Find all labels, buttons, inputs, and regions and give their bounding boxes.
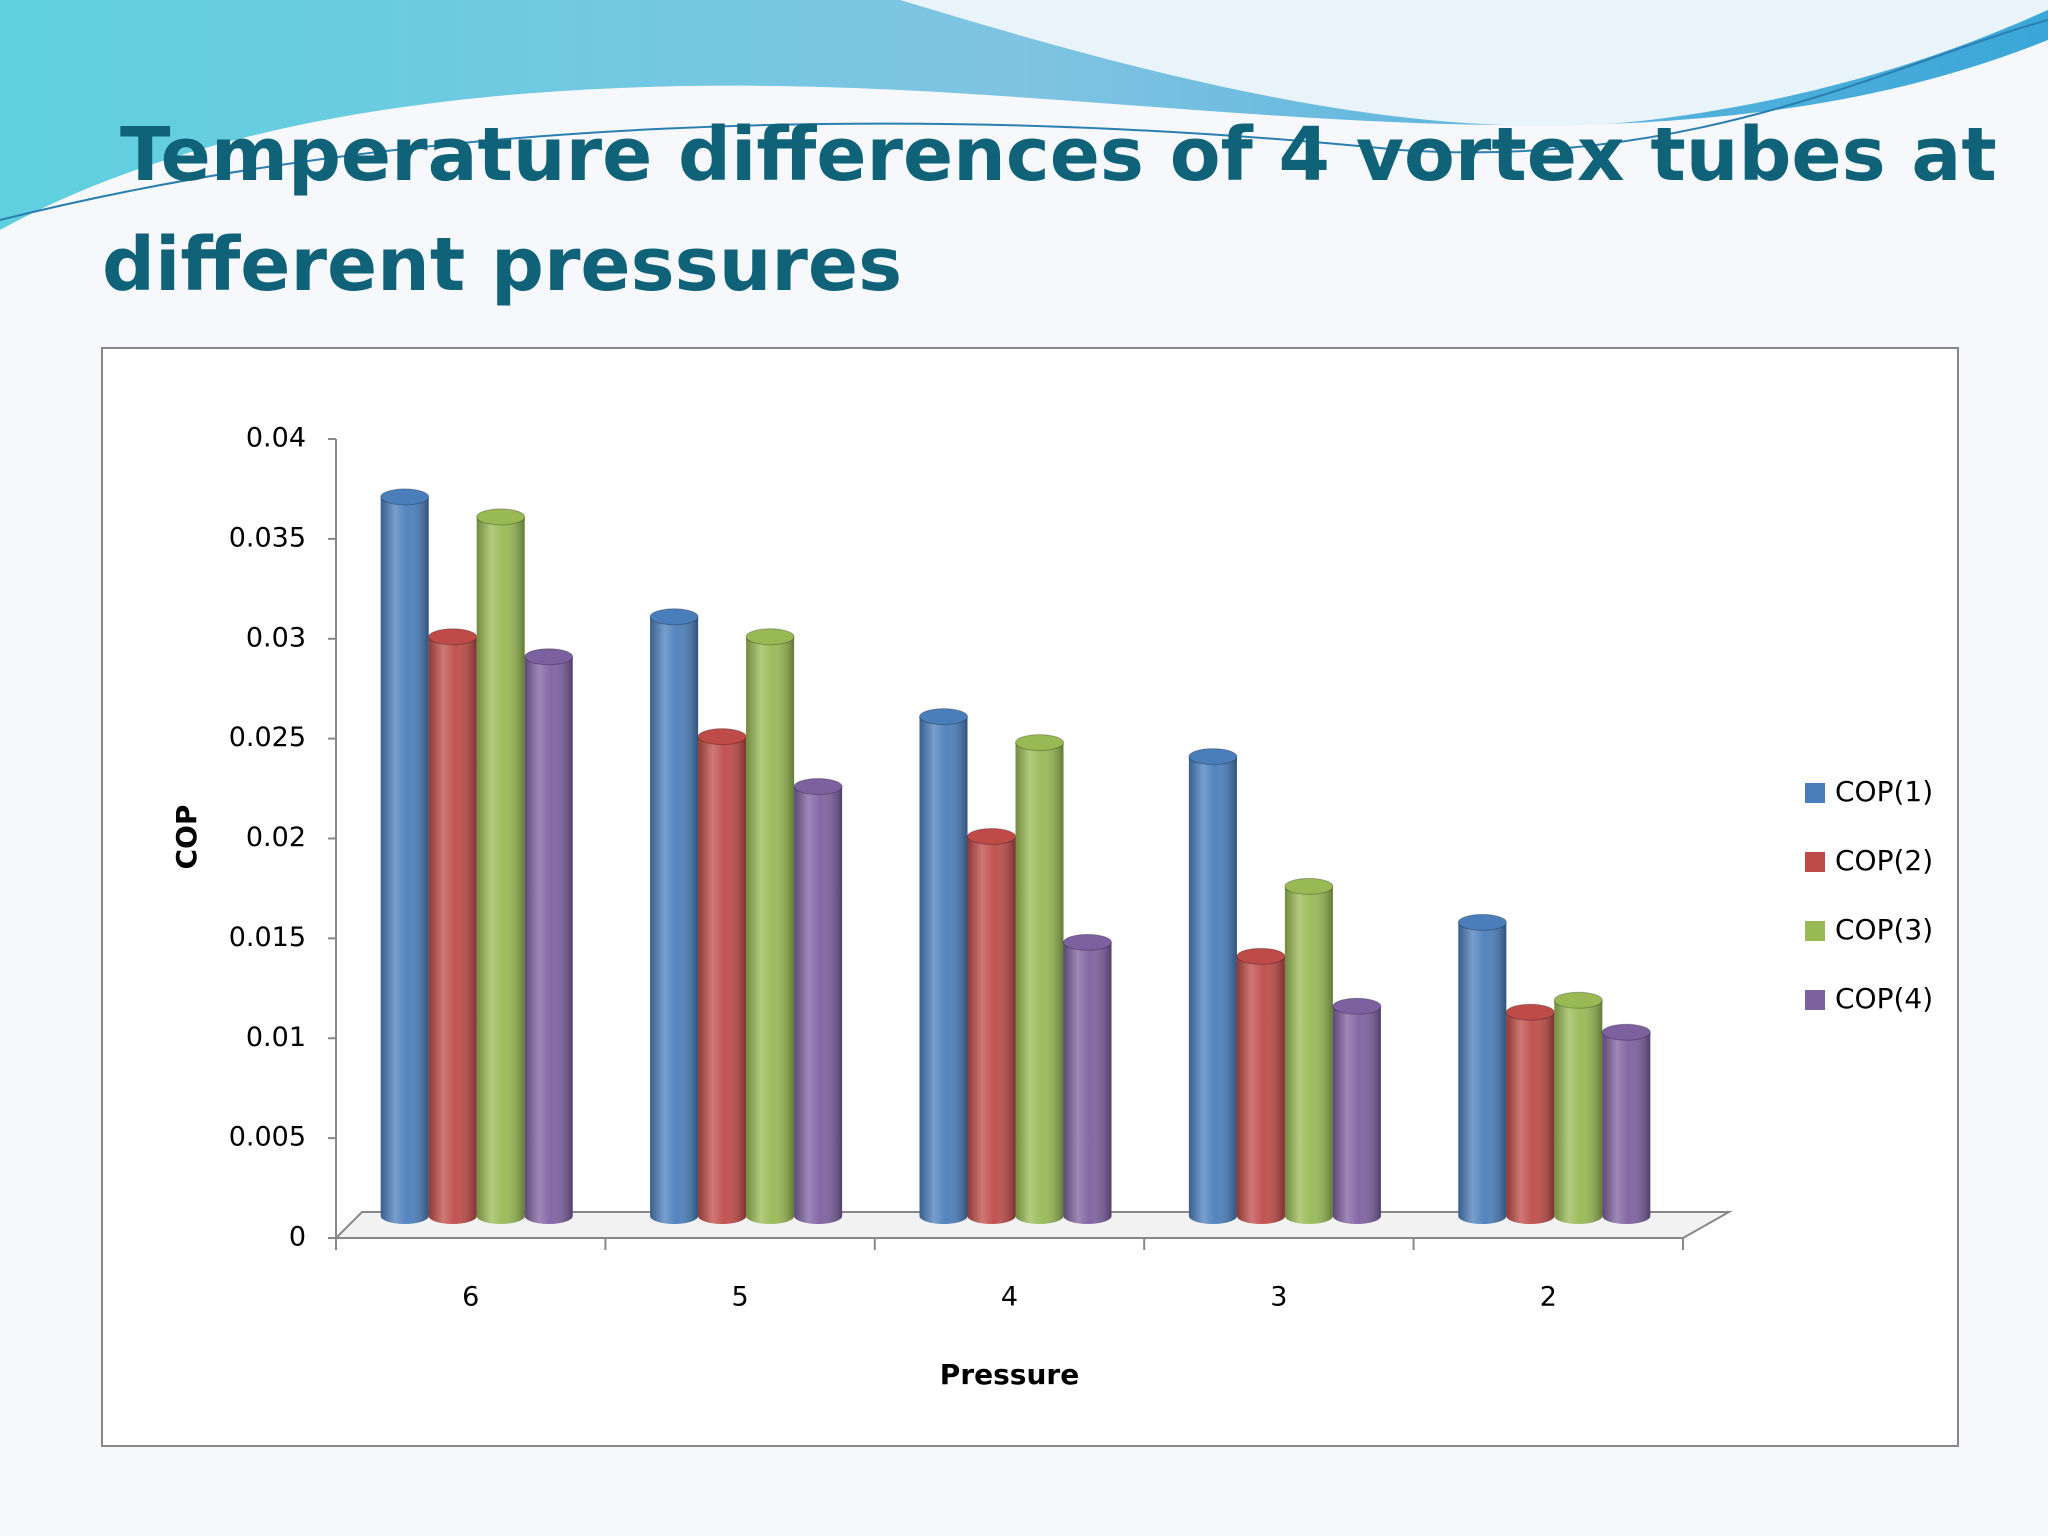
plot: 0 0.005 0.01 0.015 0.02 0.025 0.03 0.035 0.04 6 5 4… <box>170 423 1933 1392</box>
bar-top <box>428 628 478 646</box>
y-tick-label: 0 <box>289 1222 306 1253</box>
y-axis-title: COP <box>170 805 203 870</box>
bar-shade <box>1458 922 1507 1224</box>
wave-line <box>0 19 2048 221</box>
y-tick-label: 0.035 <box>229 522 306 553</box>
legend-swatch <box>1805 990 1825 1010</box>
bar-top <box>1332 997 1382 1015</box>
legend-label: COP(3) <box>1835 913 1933 946</box>
title-line2: different pressures <box>102 222 902 308</box>
bar-shade <box>1332 1006 1381 1224</box>
bar-top <box>967 827 1016 845</box>
x-tick-label: 4 <box>1001 1282 1018 1313</box>
bar-shade <box>650 616 699 1224</box>
bar-top <box>1284 877 1334 895</box>
bar-top <box>1505 1003 1555 1021</box>
bar-shade <box>380 496 429 1224</box>
bar-shade <box>1236 956 1285 1224</box>
bar-top <box>1015 734 1064 752</box>
x-tick-label: 6 <box>462 1282 479 1313</box>
bar-shade <box>746 636 795 1224</box>
bar-shade <box>1284 886 1333 1224</box>
bar-top <box>745 628 795 646</box>
bar-shade <box>1188 756 1237 1224</box>
bar-shade <box>794 786 843 1224</box>
y-tick-label: 0.025 <box>229 722 306 753</box>
bar-top <box>476 508 526 526</box>
legend-label: COP(4) <box>1835 982 1933 1015</box>
bar-top <box>1188 748 1238 766</box>
bar-shade <box>1015 742 1064 1224</box>
bar-shade <box>1506 1012 1555 1224</box>
y-tick-label: 0.04 <box>246 423 306 454</box>
bar-top <box>524 648 574 666</box>
x-tick-label: 2 <box>1540 1282 1557 1313</box>
bar-shade <box>698 736 747 1224</box>
bar-top <box>919 708 968 726</box>
bar-shade <box>1602 1032 1651 1224</box>
legend-swatch <box>1805 921 1825 941</box>
legend-swatch <box>1805 852 1825 872</box>
y-tick-label: 0.03 <box>246 622 306 653</box>
y-tick-label: 0.015 <box>229 922 306 953</box>
bar-shade <box>428 636 477 1224</box>
y-tick-label: 0.01 <box>246 1022 306 1053</box>
bar-shade <box>967 836 1016 1224</box>
bar-top <box>649 608 699 626</box>
bar-shade <box>919 716 968 1224</box>
bar-shade <box>1554 1000 1603 1224</box>
bar-top <box>793 778 843 796</box>
bar-top <box>1063 933 1112 951</box>
bar-top <box>697 728 747 746</box>
y-tick-label: 0.005 <box>229 1122 306 1153</box>
y-tick-label: 0.02 <box>246 822 306 853</box>
x-tick-label: 5 <box>732 1282 749 1313</box>
legend-label: COP(1) <box>1835 775 1933 808</box>
bar-top <box>1236 947 1286 965</box>
bar-shade <box>1063 942 1112 1224</box>
x-axis-title: Pressure <box>940 1358 1079 1391</box>
bar-shade <box>524 656 573 1224</box>
title: Temperature differences of 4 vortex tube… <box>120 112 1997 198</box>
bar-shade <box>476 516 525 1224</box>
x-tick-label: 3 <box>1270 1282 1287 1313</box>
bar-top <box>1457 913 1507 931</box>
bar-top <box>380 488 430 506</box>
legend-swatch <box>1805 783 1825 803</box>
bar-top <box>1601 1023 1651 1041</box>
legend-label: COP(2) <box>1835 844 1933 877</box>
bar-top <box>1553 991 1603 1009</box>
header-wave-light <box>900 0 2048 126</box>
